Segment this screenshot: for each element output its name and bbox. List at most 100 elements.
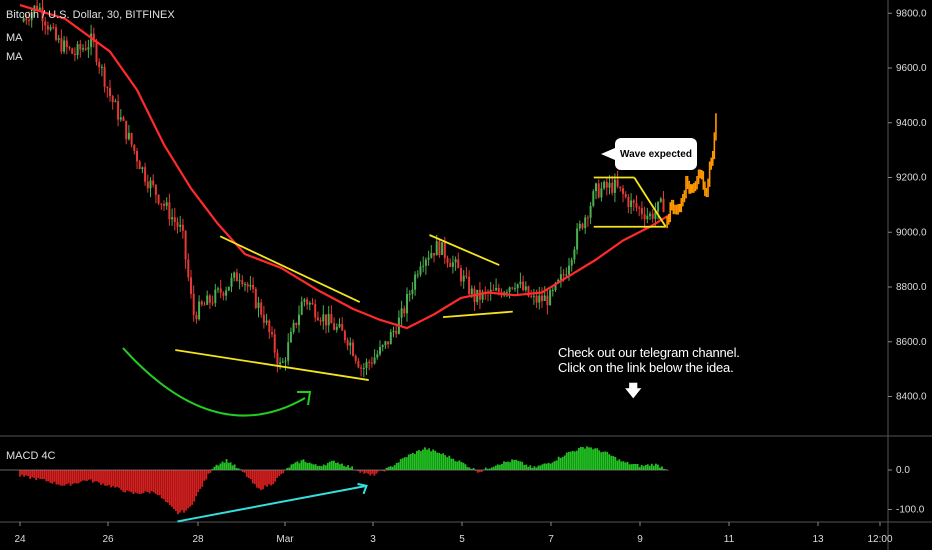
candle-body (532, 295, 535, 297)
macd-bar (395, 462, 398, 470)
candle-body (424, 259, 427, 266)
macd-legend[interactable]: MACD 4C (6, 450, 56, 462)
candle-body (592, 191, 595, 206)
candle-body (435, 241, 438, 256)
candle-body (41, 7, 44, 22)
candle-body (187, 259, 190, 278)
macd-bar (543, 463, 546, 470)
macd-bar (102, 470, 104, 484)
candle-body (403, 308, 406, 314)
macd-bar (124, 470, 127, 493)
candle-body (82, 48, 84, 50)
callout-text: Wave expected (620, 148, 692, 160)
macd-bar (582, 447, 584, 470)
wave-expected-callout[interactable]: Wave expected (601, 138, 697, 170)
candle-body (443, 242, 446, 259)
macd-bar (51, 470, 54, 484)
candle-body (68, 47, 71, 49)
macd-bar (233, 464, 236, 470)
macd-bar (474, 470, 477, 471)
candle-body (63, 40, 66, 52)
candle-body (198, 301, 201, 320)
candle-body (217, 288, 219, 290)
candle-body (152, 180, 155, 185)
candle-body (640, 208, 643, 215)
macd-bar (225, 459, 228, 470)
macd-bar (254, 470, 256, 485)
macd-bar (110, 470, 113, 488)
macd-bar (75, 470, 78, 484)
pattern-trend-line (633, 177, 667, 228)
macd-bar (320, 466, 323, 470)
macd-bar (237, 468, 240, 470)
macd-bar (497, 464, 499, 470)
macd-bar (596, 448, 599, 470)
ma-legend-1[interactable]: MA (6, 32, 23, 44)
macd-bar (156, 470, 159, 496)
candle-body (595, 183, 597, 192)
macd-bar (221, 461, 224, 470)
candle-body (457, 259, 460, 269)
macd-bar (187, 470, 189, 509)
macd-bar (573, 451, 576, 470)
promo-text: Check out our telegram channel. Click on… (558, 345, 740, 375)
candle-body (173, 217, 176, 222)
candle-body (122, 117, 125, 121)
candle-body (376, 354, 379, 358)
macd-bar (65, 470, 68, 485)
candle-body (260, 302, 263, 315)
macd-bar (272, 470, 275, 485)
candle-body (519, 281, 522, 285)
macd-bar (322, 464, 325, 470)
macd-bar (604, 451, 607, 470)
macd-bar (73, 470, 76, 484)
candle-body (316, 317, 319, 321)
macd-bar (63, 470, 66, 486)
macd-bar (521, 461, 524, 470)
macd-bar (369, 470, 372, 476)
macd-bar (450, 458, 453, 470)
candle-body (222, 292, 225, 296)
candle-body (38, 7, 41, 11)
macd-bar (598, 450, 601, 470)
candle-body (322, 314, 325, 322)
candle-body (117, 101, 120, 120)
macd-bar (87, 470, 90, 480)
price-tick-label: 8400.0 (896, 392, 927, 403)
candle-body (154, 184, 157, 195)
candle-body (465, 275, 468, 277)
candle-body (57, 38, 60, 40)
macd-bar (646, 464, 649, 470)
candle-body (190, 277, 192, 294)
macd-bar (561, 456, 564, 470)
macd-bar (492, 466, 495, 470)
candle-body (300, 301, 303, 315)
candle-body (141, 167, 144, 170)
candle-body (330, 314, 333, 324)
macd-bar (144, 470, 147, 492)
candle-body (460, 268, 462, 282)
candle-body (546, 295, 549, 306)
candle-body (408, 293, 411, 295)
macd-bar (215, 464, 218, 470)
macd-bar (602, 451, 605, 470)
macd-bar (422, 449, 424, 470)
candle-body (206, 295, 209, 305)
pattern-trend-line (442, 310, 513, 319)
candle-body (352, 342, 354, 356)
macd-bar (367, 470, 370, 474)
macd-bar (122, 470, 125, 492)
candles (22, 0, 665, 378)
macd-bar (490, 467, 493, 470)
macd-bar (652, 465, 655, 470)
macd-bar (539, 465, 542, 470)
macd-bar (640, 464, 643, 470)
candle-body (319, 320, 322, 322)
macd-bar (600, 452, 603, 470)
macd-bar (387, 466, 390, 470)
ma-legend-2[interactable]: MA (6, 51, 23, 63)
candle-body (551, 289, 554, 291)
time-tick-label: Mar (276, 534, 294, 545)
candle-body (416, 274, 419, 276)
